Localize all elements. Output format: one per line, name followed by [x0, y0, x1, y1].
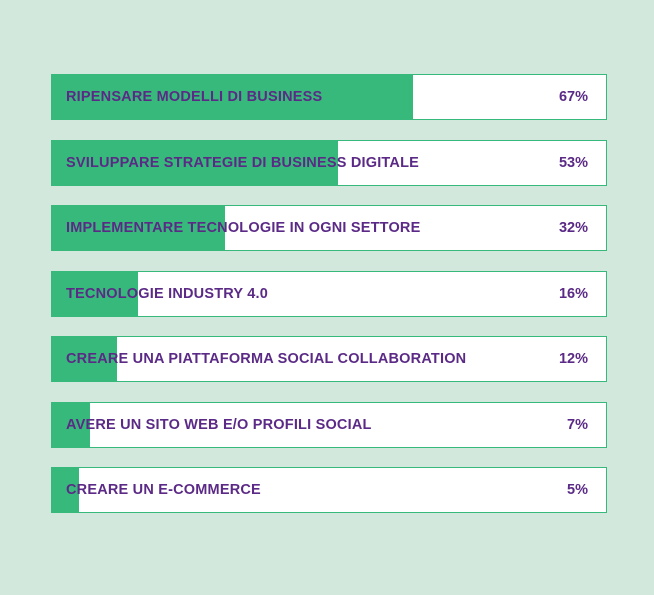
category-label: AVERE UN SITO WEB E/O PROFILI SOCIAL — [66, 416, 372, 433]
value-label: 16% — [558, 285, 588, 302]
bar-row: CREARE UNA PIATTAFORMA SOCIAL COLLABORAT… — [51, 336, 607, 382]
category-label: CREARE UN E-COMMERCE — [66, 482, 261, 498]
bar — [52, 206, 225, 250]
category-label: CREARE UNA PIATTAFORMA SOCIAL COLLABORAT… — [66, 351, 467, 367]
bar-row: TECNOLOGIE INDUSTRY 4.0 16% — [51, 270, 607, 317]
bar — [52, 271, 139, 316]
value-label: 5% — [567, 482, 588, 498]
bar — [52, 140, 338, 185]
bar-row: RIPENSARE MODELLI DI BUSINESS 67% — [51, 74, 607, 120]
bar — [52, 337, 117, 381]
bar — [52, 402, 90, 447]
value-label: 12% — [558, 351, 588, 367]
category-label: RIPENSARE MODELLI DI BUSINESS — [66, 89, 323, 105]
bar — [52, 468, 79, 512]
category-label: SVILUPPARE STRATEGIE DI BUSINESS DIGITAL… — [66, 154, 420, 171]
bar-row: SVILUPPARE STRATEGIE DI BUSINESS DIGITAL… — [51, 139, 607, 186]
bar — [52, 75, 414, 119]
category-label: IMPLEMENTARE TECNOLOGIE IN OGNI SETTORE — [66, 220, 421, 236]
value-label: 7% — [567, 416, 588, 433]
bar-row: IMPLEMENTARE TECNOLOGIE IN OGNI SETTORE 3… — [51, 205, 607, 251]
category-label: TECNOLOGIE INDUSTRY 4.0 — [66, 285, 268, 302]
value-label: 53% — [558, 154, 588, 171]
bar-row: AVERE UN SITO WEB E/O PROFILI SOCIAL 7% — [51, 401, 607, 448]
value-label: 32% — [558, 220, 588, 236]
bar-row: CREARE UN E-COMMERCE 5% — [51, 467, 607, 513]
value-label: 67% — [558, 89, 588, 105]
